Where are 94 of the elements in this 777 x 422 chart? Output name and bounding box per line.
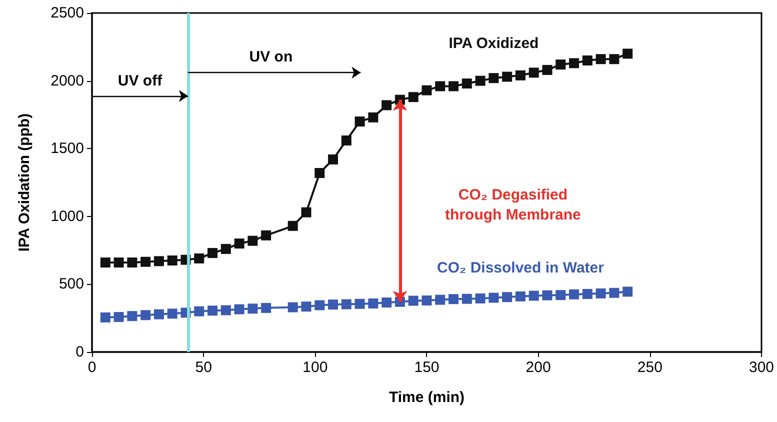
point: [422, 295, 432, 306]
point: [341, 299, 352, 310]
point: [140, 310, 151, 320]
point: [368, 298, 378, 308]
x-axis-title: Time (min): [388, 389, 465, 406]
point: [248, 304, 258, 314]
point: [609, 288, 620, 298]
annotation: CO₂ Degasified through Membrane: [445, 186, 581, 224]
point: [556, 60, 566, 70]
point: [475, 76, 486, 86]
point: [582, 55, 592, 66]
point: [248, 236, 258, 246]
x-tick-label: 300: [748, 359, 774, 376]
point: [140, 256, 151, 267]
point: [528, 290, 539, 301]
point: [609, 54, 620, 64]
point: [542, 290, 552, 300]
point: [488, 73, 499, 84]
point: [448, 81, 459, 92]
point: [354, 116, 365, 126]
point: [569, 289, 580, 300]
point: [528, 68, 539, 78]
point: [288, 220, 298, 231]
point: [582, 288, 592, 299]
point: [234, 238, 244, 249]
point: [220, 244, 231, 254]
x-tick-label: 0: [88, 359, 96, 376]
point: [208, 248, 218, 258]
point: [448, 294, 459, 304]
point: [167, 308, 178, 319]
annotation: UV off: [118, 72, 164, 90]
point: [100, 312, 110, 322]
point: [542, 64, 552, 75]
point: [328, 300, 338, 310]
point: [314, 300, 325, 310]
x-tick-label: 150: [414, 359, 440, 376]
point: [328, 154, 338, 164]
y-tick-label: 1500: [50, 140, 84, 158]
point: [234, 304, 244, 314]
point: [100, 258, 110, 268]
x-tick-label: 50: [195, 359, 212, 376]
point: [194, 306, 204, 316]
point: [261, 302, 272, 313]
point: [569, 58, 580, 68]
point: [261, 230, 272, 240]
point: [596, 288, 606, 298]
y-axis-title: IPA Oxidation (ppb): [16, 113, 33, 252]
y-tick-label: 500: [58, 276, 84, 293]
point: [154, 309, 164, 320]
point: [422, 85, 432, 96]
series-label: CO₂ Dissolved in Water: [436, 259, 604, 276]
point: [515, 291, 526, 302]
x-tick-label: 200: [526, 359, 551, 376]
point: [435, 294, 446, 305]
point: [408, 296, 418, 306]
point: [167, 255, 178, 266]
point: [475, 293, 486, 304]
point: [556, 290, 566, 300]
series-label: IPA Oxidized: [448, 35, 539, 52]
y-tick-label: 1000: [50, 208, 84, 225]
point: [341, 135, 352, 146]
point: [462, 78, 472, 89]
point: [127, 311, 138, 322]
point: [154, 256, 164, 266]
point: [114, 312, 124, 322]
point: [220, 305, 231, 316]
x-tick-label: 100: [302, 359, 328, 376]
point: [435, 81, 446, 92]
point: [301, 302, 312, 312]
point: [288, 302, 298, 312]
point: [194, 253, 204, 264]
point: [382, 100, 392, 110]
point: [502, 72, 512, 82]
point: [127, 258, 138, 268]
point: [515, 70, 526, 80]
point: [622, 48, 633, 59]
x-tick-label: 250: [637, 359, 662, 376]
point: [502, 292, 512, 302]
point: [301, 207, 312, 218]
point: [114, 258, 124, 268]
point: [488, 292, 499, 303]
y-tick-label: 2000: [50, 72, 84, 90]
y-tick-label: 2500: [50, 4, 84, 22]
y-tick-label: 0: [76, 344, 84, 360]
point: [208, 306, 218, 316]
annotation: UV on: [249, 48, 293, 66]
point: [382, 298, 392, 308]
point: [596, 54, 606, 64]
point: [354, 298, 365, 309]
point: [408, 92, 418, 102]
point: [622, 286, 633, 297]
point: [368, 112, 378, 122]
point: [314, 168, 325, 178]
point: [462, 294, 472, 304]
